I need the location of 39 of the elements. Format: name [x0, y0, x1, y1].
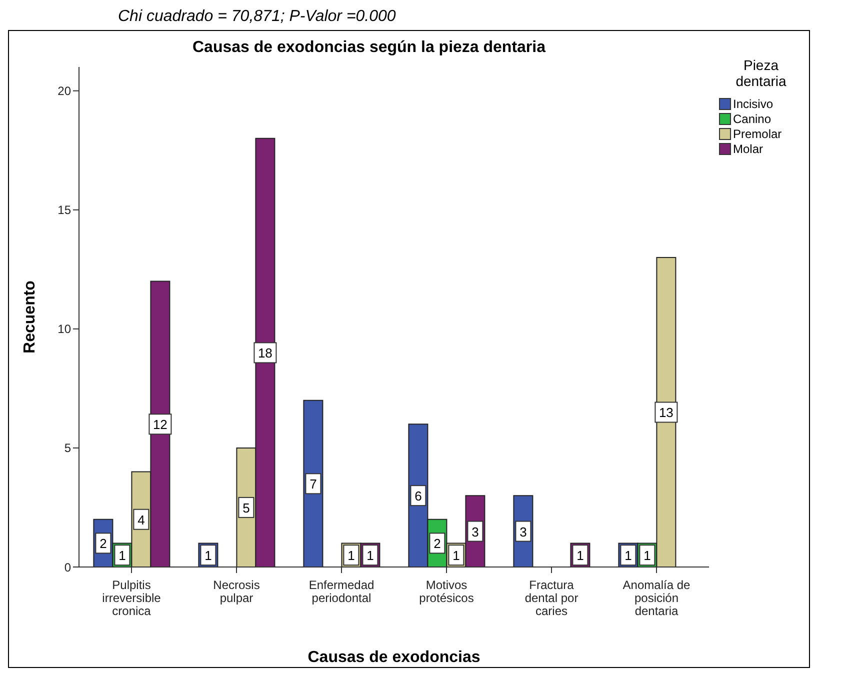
legend-label: Molar [733, 142, 764, 156]
data-label: 1 [348, 548, 355, 564]
legend-label: Premolar [733, 127, 782, 141]
data-label: 1 [452, 548, 460, 564]
text: Chi cuadrado = 70,871; P-Valor =0.000 [117, 8, 397, 27]
y-tick-label: 10 [58, 322, 72, 336]
data-label: 1 [204, 548, 212, 564]
data-label: 1 [624, 548, 632, 564]
data-label: 4 [138, 512, 145, 528]
data-label: 18 [258, 346, 272, 361]
data-label: 12 [152, 417, 168, 432]
data-label: 1 [366, 548, 374, 564]
y-tick-label: 5 [64, 441, 72, 456]
data-label: 1 [576, 548, 584, 564]
legend-title: Pieza dentaria [734, 57, 788, 89]
data-label: 3 [520, 524, 527, 540]
data-label: 1 [644, 548, 651, 564]
x-tick-label: Fractura dental por caries [524, 578, 578, 618]
x-axis-title: Causas de exodoncias [308, 649, 480, 666]
x-tick-label: Necrosis pulpar [213, 578, 260, 605]
y-tick-label: 15 [58, 203, 72, 218]
x-tick-label: Anomalía de posición dentaria [622, 578, 691, 618]
data-label: 2 [434, 536, 441, 552]
data-label: 1 [118, 548, 126, 564]
y-tick-label: 0 [64, 560, 72, 574]
x-tick-label: Pulpitis irreversible cronica [102, 578, 162, 618]
chart-title: Causas de exodoncias según la pieza dentaria [191, 38, 547, 57]
legend-label: Incisivo [733, 97, 774, 111]
y-axis-title: Recuento [22, 280, 39, 354]
data-label: 5 [242, 500, 250, 516]
data-label: 7 [310, 476, 317, 492]
data-label: 13 [658, 405, 674, 420]
data-label: 6 [414, 488, 422, 504]
x-tick-label: Motivos protésicos [419, 578, 474, 605]
data-label: 2 [100, 536, 107, 552]
data-label: 3 [472, 524, 479, 540]
legend-label: Canino [733, 112, 772, 126]
x-tick-label: Enfermedad periodontal [308, 578, 374, 605]
y-tick-label: 20 [58, 84, 72, 98]
